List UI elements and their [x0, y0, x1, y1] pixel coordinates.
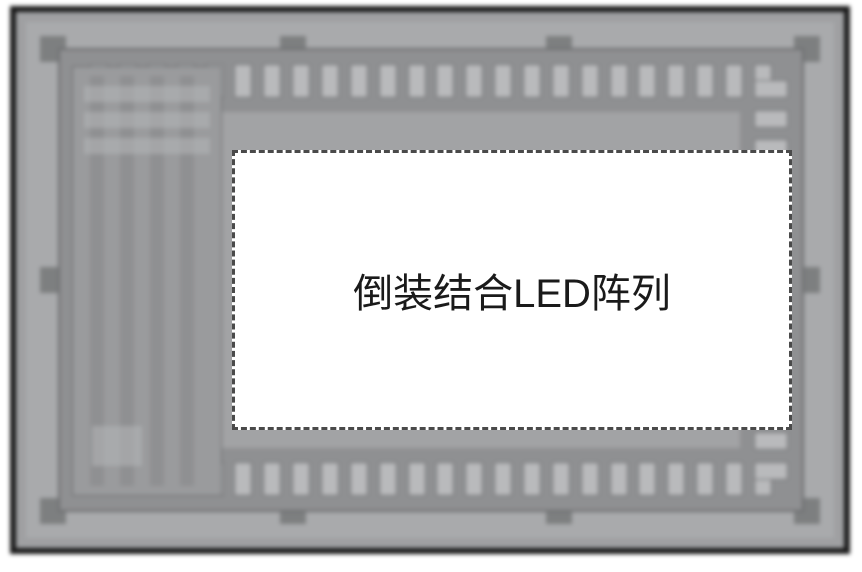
bond-pad — [436, 462, 454, 496]
bond-pad — [465, 462, 483, 496]
bond-pad — [494, 64, 512, 98]
bond-pad — [234, 64, 252, 98]
bond-pad — [696, 462, 714, 496]
bond-pad — [263, 64, 281, 98]
bond-pad — [552, 462, 570, 496]
bond-pad — [754, 462, 788, 480]
bond-pad — [379, 462, 397, 496]
bond-pad — [754, 110, 788, 128]
bond-pad — [408, 64, 426, 98]
left-block-detail — [84, 112, 210, 128]
bond-pad — [292, 64, 310, 98]
bond-pad — [523, 64, 541, 98]
bond-pad — [610, 64, 628, 98]
center-label-box: 倒装结合LED阵列 — [232, 150, 792, 430]
bond-pad — [465, 64, 483, 98]
left-block-detail — [92, 426, 142, 466]
bond-pad — [263, 462, 281, 496]
bond-pad — [581, 64, 599, 98]
center-label-text: 倒装结合LED阵列 — [353, 261, 671, 319]
bond-pad — [321, 64, 339, 98]
bond-pad — [350, 64, 368, 98]
diagram-canvas: 倒装结合LED阵列 — [0, 0, 862, 572]
left-block-detail — [84, 86, 210, 102]
bond-pad — [667, 64, 685, 98]
bond-pad — [725, 462, 743, 496]
bond-pad — [610, 462, 628, 496]
bond-pad — [350, 462, 368, 496]
bond-pad — [292, 462, 310, 496]
bond-pad — [321, 462, 339, 496]
bond-pad — [234, 462, 252, 496]
bond-pad — [754, 432, 788, 450]
bond-pad — [581, 462, 599, 496]
bond-pad — [754, 80, 788, 98]
bond-pad — [408, 462, 426, 496]
bond-pad — [725, 64, 743, 98]
bond-pad — [436, 64, 454, 98]
bond-pad — [667, 462, 685, 496]
bond-pad — [523, 462, 541, 496]
left-block-detail — [84, 138, 210, 154]
bond-pad — [638, 64, 656, 98]
bond-pad — [552, 64, 570, 98]
bond-pad — [494, 462, 512, 496]
bond-pad — [379, 64, 397, 98]
bond-pad — [638, 462, 656, 496]
bond-pad — [696, 64, 714, 98]
